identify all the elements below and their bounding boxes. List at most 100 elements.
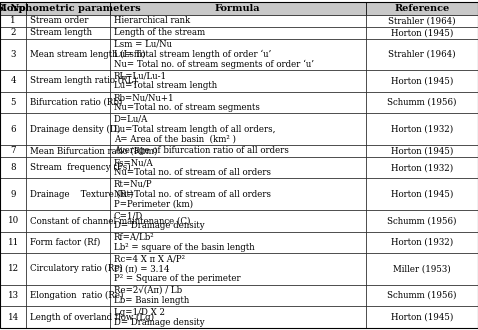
Text: Bifurcation ratio (Rb): Bifurcation ratio (Rb) [30, 98, 123, 107]
Bar [110, 179, 366, 210]
Text: 6: 6 [11, 125, 16, 134]
Bar [26, 2, 110, 15]
Text: Strahler (1964): Strahler (1964) [388, 50, 456, 59]
Bar [26, 145, 110, 157]
Bar [110, 39, 366, 70]
Text: Stream length: Stream length [30, 28, 92, 37]
Bar [110, 253, 366, 285]
Text: 14: 14 [8, 313, 19, 322]
Bar [0, 179, 26, 210]
Text: Mean Bifurcation ratio (Rbm): Mean Bifurcation ratio (Rbm) [30, 146, 158, 155]
Text: 5: 5 [11, 98, 16, 107]
Text: Hierarchical rank: Hierarchical rank [114, 16, 190, 25]
Text: Lu= Total stream length of order ‘u’: Lu= Total stream length of order ‘u’ [114, 50, 272, 59]
Bar [26, 232, 110, 253]
Text: Circulatory ratio (Rc): Circulatory ratio (Rc) [30, 264, 123, 274]
Text: Horton (1932): Horton (1932) [391, 238, 453, 247]
Text: Horton (1932): Horton (1932) [391, 125, 453, 134]
Text: 9: 9 [11, 190, 16, 199]
Text: D= Drainage density: D= Drainage density [114, 317, 205, 327]
Text: Schumm (1956): Schumm (1956) [387, 216, 456, 225]
Text: 12: 12 [8, 264, 19, 274]
Text: 13: 13 [8, 291, 19, 300]
Bar [26, 27, 110, 39]
Bar [26, 285, 110, 306]
Bar [0, 306, 26, 328]
Text: Drainage density (D): Drainage density (D) [30, 124, 120, 134]
Text: Average of bifurcation ratio of all orders: Average of bifurcation ratio of all orde… [114, 146, 289, 155]
Text: RL=Lu/Lu-1: RL=Lu/Lu-1 [114, 72, 167, 81]
Bar [26, 70, 110, 92]
Bar [366, 306, 478, 328]
Text: Lsm = Lu/Nu: Lsm = Lu/Nu [114, 40, 172, 49]
Bar [110, 92, 366, 114]
Text: Schumm (1956): Schumm (1956) [387, 291, 456, 300]
Text: Fs=Nu/A: Fs=Nu/A [114, 158, 154, 167]
Text: Nu=Total no. of stream of all orders: Nu=Total no. of stream of all orders [114, 168, 271, 177]
Bar [366, 253, 478, 285]
Bar [26, 179, 110, 210]
Text: D= Drainage density: D= Drainage density [114, 221, 205, 230]
Bar [110, 210, 366, 232]
Text: 11: 11 [8, 238, 19, 247]
Bar [110, 285, 366, 306]
Bar [0, 2, 26, 15]
Bar [110, 232, 366, 253]
Bar [366, 210, 478, 232]
Text: Mean stream length (Lsm): Mean stream length (Lsm) [30, 50, 146, 59]
Text: P=Perimeter (km): P=Perimeter (km) [114, 199, 193, 209]
Text: Rf=A/Lb²: Rf=A/Lb² [114, 233, 154, 242]
Text: Horton (1932): Horton (1932) [391, 163, 453, 172]
Text: Lg=1/D X 2: Lg=1/D X 2 [114, 308, 165, 317]
Text: D=Lu/A: D=Lu/A [114, 115, 148, 124]
Bar [366, 92, 478, 114]
Text: 8: 8 [11, 163, 16, 172]
Text: Miller (1953): Miller (1953) [393, 264, 451, 274]
Text: Stream order: Stream order [30, 16, 89, 25]
Bar [110, 2, 366, 15]
Text: Nu=Total no. of stream segments: Nu=Total no. of stream segments [114, 103, 260, 112]
Text: Rt=Nu/P: Rt=Nu/P [114, 180, 152, 189]
Text: Horton (1945): Horton (1945) [391, 76, 453, 85]
Bar [366, 145, 478, 157]
Text: Nu= Total no. of stream segments of order ‘u’: Nu= Total no. of stream segments of orde… [114, 59, 314, 69]
Bar [0, 114, 26, 145]
Bar [0, 27, 26, 39]
Bar [366, 2, 478, 15]
Text: Re=2√(Aπ) / Lb: Re=2√(Aπ) / Lb [114, 286, 182, 295]
Text: Stream  frequency (Fs): Stream frequency (Fs) [30, 163, 131, 172]
Text: Nu=Total no. of stream of all orders: Nu=Total no. of stream of all orders [114, 190, 271, 199]
Text: C=1/D: C=1/D [114, 211, 143, 220]
Text: Morphometric parameters: Morphometric parameters [0, 4, 141, 13]
Bar [366, 179, 478, 210]
Bar [0, 145, 26, 157]
Text: 1: 1 [11, 16, 16, 25]
Bar [110, 157, 366, 179]
Text: 3: 3 [11, 50, 16, 59]
Text: 10: 10 [8, 216, 19, 225]
Bar [366, 232, 478, 253]
Text: Length of the stream: Length of the stream [114, 28, 205, 37]
Bar [366, 15, 478, 27]
Bar [26, 210, 110, 232]
Bar [0, 157, 26, 179]
Bar [366, 27, 478, 39]
Bar [110, 306, 366, 328]
Bar [0, 39, 26, 70]
Text: 4: 4 [11, 76, 16, 85]
Bar [26, 253, 110, 285]
Text: S. No.: S. No. [0, 4, 29, 13]
Bar [26, 157, 110, 179]
Text: Lb= Basin length: Lb= Basin length [114, 296, 189, 305]
Bar [26, 92, 110, 114]
Text: Elongation  ratio (Re): Elongation ratio (Re) [30, 291, 124, 300]
Text: P² = Square of the perimeter: P² = Square of the perimeter [114, 274, 240, 283]
Text: Reference: Reference [394, 4, 449, 13]
Bar [0, 210, 26, 232]
Bar [110, 27, 366, 39]
Text: Schumm (1956): Schumm (1956) [387, 98, 456, 107]
Bar [26, 39, 110, 70]
Text: 2: 2 [11, 28, 16, 37]
Text: 7: 7 [11, 146, 16, 155]
Text: Constant of channel maintenance (C): Constant of channel maintenance (C) [30, 216, 191, 225]
